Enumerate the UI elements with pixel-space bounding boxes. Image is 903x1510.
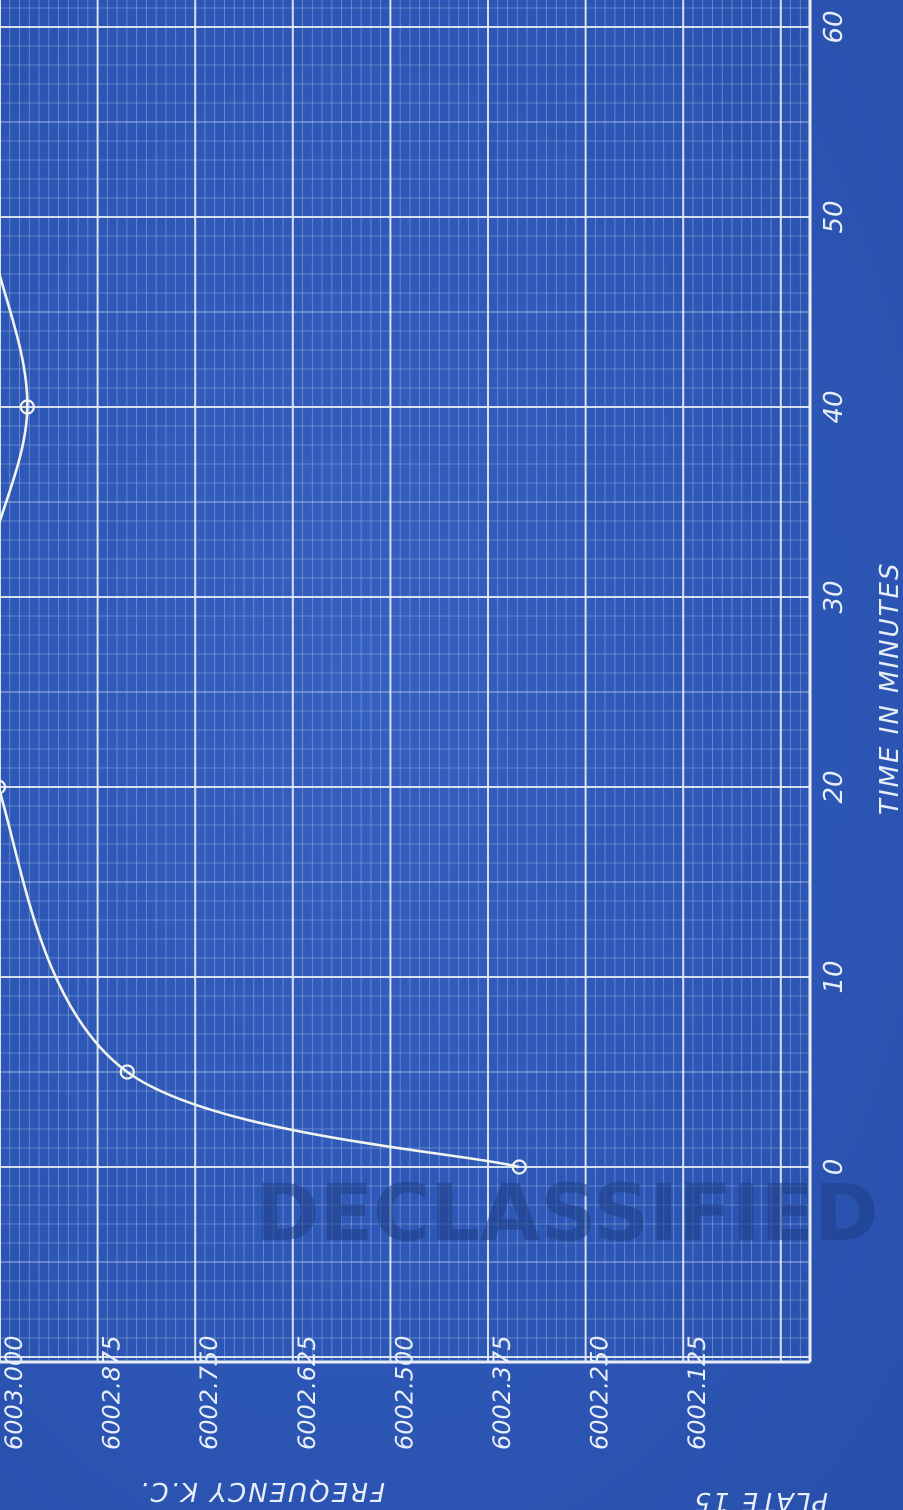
declassified-stamp: DECLASSIFIED	[255, 1169, 879, 1259]
y-tick-label: 6002.750	[195, 1335, 223, 1450]
y-tick-label: 6002.375	[488, 1335, 516, 1450]
data-point	[119, 1064, 135, 1080]
x-tick-label: 60	[819, 10, 849, 43]
y-tick-label: 6002.500	[390, 1335, 418, 1450]
x-tick-labels: 0 10 20 30 40 50 60	[819, 10, 849, 1175]
y-tick-label: 6002.625	[293, 1335, 321, 1450]
x-tick-label: 50	[819, 200, 849, 233]
y-tick-label: 6002.875	[98, 1335, 126, 1450]
series-layer	[0, 271, 527, 1175]
data-point	[0, 779, 7, 795]
x-tick-label: 40	[819, 390, 849, 423]
y-tick-label: 6002.250	[586, 1335, 614, 1450]
data-point	[19, 399, 35, 415]
x-axis-label: TIME IN MINUTES	[875, 562, 903, 815]
series-line	[0, 271, 520, 1169]
x-tick-label: 30	[819, 580, 849, 613]
major-grid	[0, 0, 812, 1364]
data-point	[511, 1159, 527, 1175]
x-tick-label: 20	[819, 770, 849, 803]
plate-label: PLATE 15	[692, 1486, 828, 1510]
minor-grid	[0, 0, 810, 1362]
y-tick-label: 6002.125	[683, 1335, 711, 1450]
x-tick-label: 10	[819, 960, 849, 993]
x-tick-label: 0	[819, 1159, 849, 1176]
y-tick-labels: 6003.000 6002.875 6002.750 6002.625 6002.500…	[0, 1335, 711, 1450]
y-axis-label: FREQUENCY K.C.	[138, 1476, 385, 1506]
y-tick-label: 6003.000	[0, 1335, 28, 1450]
